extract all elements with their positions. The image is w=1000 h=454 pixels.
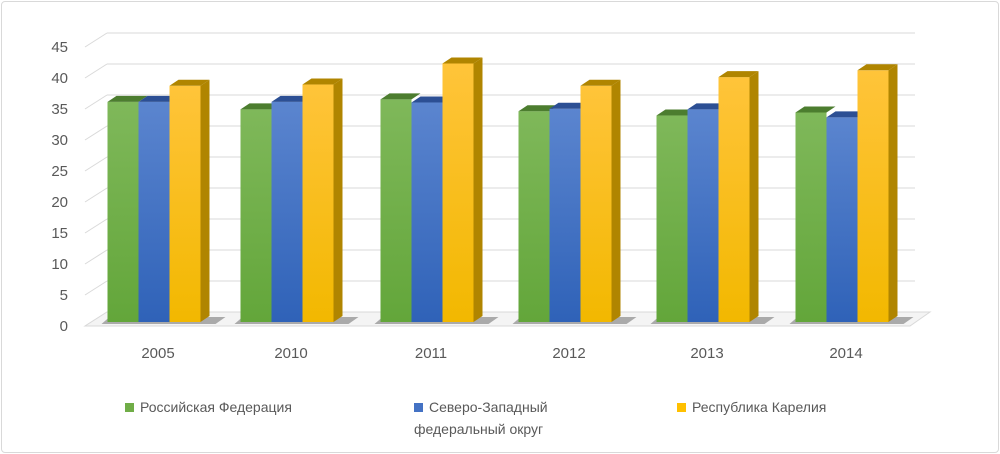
y-tick-label: 20: [51, 194, 68, 211]
legend-swatch-blue: [414, 403, 423, 412]
bar-Республика Карелия-2010: [302, 84, 334, 322]
bar-Республика Карелия-2011: [442, 63, 474, 323]
grid-diagonal: [84, 187, 108, 203]
legend-label: Российская Федерация: [140, 399, 292, 415]
bar-top-face: [718, 71, 759, 78]
y-tick-label: 10: [51, 256, 68, 273]
bar-Северо-Западный федеральный округ-2013: [687, 109, 719, 322]
x-tick-label: 2010: [274, 345, 307, 362]
bar-top-face: [302, 78, 343, 85]
grid-diagonal: [84, 156, 108, 172]
bar-Российская Федерация-2011: [380, 99, 412, 322]
grid-diagonal: [84, 125, 108, 141]
bar-side-face: [611, 79, 621, 322]
bar-Республика Карелия-2014: [857, 70, 889, 322]
legend-item-russia: Российская Федерация: [125, 396, 292, 418]
bar-top-face: [580, 79, 621, 86]
bar-top-face: [271, 95, 312, 102]
x-tick-label: 2013: [690, 345, 723, 362]
y-tick-label: 0: [60, 318, 68, 335]
bar-top-face: [411, 96, 452, 103]
legend-item-nw-district: Северо-Западный федеральный округ: [414, 396, 548, 440]
legend-item-karelia: Республика Карелия: [677, 396, 826, 418]
bar-top-face: [518, 105, 559, 112]
bar-top-face: [380, 93, 421, 100]
x-tick-label: 2014: [829, 345, 862, 362]
bar-Российская Федерация-2005: [107, 101, 139, 323]
bar-side-face: [473, 57, 483, 323]
bar-Республика Карелия-2012: [580, 85, 612, 322]
bar-top-face: [107, 95, 148, 102]
bar-Российская Федерация-2010: [240, 109, 272, 322]
bar-top-face: [169, 79, 210, 86]
legend-swatch-yellow: [677, 403, 686, 412]
y-tick-label: 30: [51, 132, 68, 149]
bar-top-face: [656, 109, 697, 116]
bar-top-face: [826, 111, 867, 118]
bar-side-face: [888, 64, 898, 322]
bar-top-face: [795, 106, 836, 113]
legend-label: Северо-Западный: [429, 399, 548, 415]
bar-side-face: [333, 78, 343, 322]
grid-diagonal: [84, 249, 108, 265]
bar-Российская Федерация-2014: [795, 112, 827, 322]
bar-side-face: [749, 71, 759, 322]
grid-diagonal: [84, 94, 108, 110]
y-tick-label: 45: [51, 39, 68, 56]
x-tick-label: 2011: [415, 345, 447, 362]
legend-label: Республика Карелия: [692, 399, 827, 415]
bar-Северо-Западный федеральный округ-2010: [271, 101, 303, 323]
bar-top-face: [687, 103, 728, 110]
bar-top-face: [549, 102, 590, 109]
y-tick-label: 25: [51, 163, 68, 180]
legend-label-line2: федеральный округ: [414, 421, 544, 437]
bar-side-face: [200, 79, 210, 322]
y-tick-label: 35: [51, 101, 68, 118]
bar-top-face: [138, 95, 179, 102]
legend-swatch-green: [125, 403, 134, 412]
bar-Северо-Западный федеральный округ-2005: [138, 101, 170, 323]
bar-Российская Федерация-2012: [518, 111, 550, 322]
bar-Северо-Западный федеральный округ-2014: [826, 117, 858, 323]
y-tick-label: 40: [51, 70, 68, 87]
grid-diagonal: [84, 218, 108, 234]
bar-Республика Карелия-2013: [718, 77, 750, 322]
y-tick-label: 5: [60, 287, 68, 304]
bar-Северо-Западный федеральный округ-2011: [411, 102, 443, 323]
x-tick-label: 2005: [141, 345, 174, 362]
grid-diagonal: [84, 63, 108, 79]
bar-top-face: [240, 103, 281, 110]
bar-top-face: [442, 57, 483, 64]
y-tick-label: 15: [51, 225, 68, 242]
grid-diagonal: [84, 280, 108, 296]
bar-top-face: [857, 64, 898, 71]
x-tick-label: 2012: [552, 345, 585, 362]
bar-Российская Федерация-2013: [656, 115, 688, 322]
bar-Республика Карелия-2005: [169, 85, 201, 322]
bar-Северо-Западный федеральный округ-2012: [549, 108, 581, 322]
grid-diagonal: [84, 32, 108, 48]
